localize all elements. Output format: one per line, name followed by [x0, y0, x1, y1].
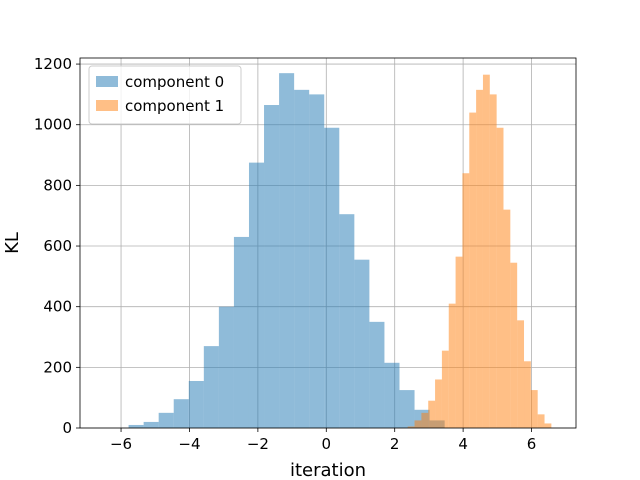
histogram-bar-series-1 [537, 414, 545, 428]
histogram-bar-series-0 [369, 321, 385, 428]
histogram-bar-series-1 [435, 379, 442, 428]
histogram-bars [128, 73, 552, 429]
y-tick-label: 0 [62, 419, 72, 437]
histogram-bar-series-1 [544, 423, 552, 428]
x-axis-ticks: −6 −4 −2 0 2 4 6 [110, 428, 536, 453]
histogram-bar-series-1 [476, 89, 483, 428]
histogram-bar-series-0 [279, 73, 295, 428]
histogram-bar-series-1 [462, 173, 470, 428]
legend-entry-label: component 0 [125, 73, 224, 91]
histogram-bar-series-1 [482, 74, 490, 428]
histogram-bar-series-1 [503, 209, 511, 428]
x-tick-label: 6 [527, 435, 537, 453]
histogram-bar-series-1 [441, 350, 449, 428]
x-tick-label: −2 [247, 435, 269, 453]
histogram-bar-series-0 [188, 380, 204, 428]
histogram-bar-series-0 [248, 162, 265, 428]
histogram-bar-series-0 [294, 89, 310, 428]
y-tick-label: 200 [43, 358, 72, 376]
x-tick-label: 2 [390, 435, 400, 453]
histogram-bar-series-0 [384, 362, 400, 428]
y-tick-label: 600 [43, 237, 72, 255]
histogram-bar-series-0 [264, 105, 280, 429]
x-tick-label: 0 [322, 435, 332, 453]
histogram-bar-series-1 [469, 112, 477, 429]
histogram-bar-series-1 [455, 256, 463, 428]
x-tick-label: 4 [458, 435, 468, 453]
histogram-bar-series-1 [496, 127, 504, 429]
legend-box [88, 65, 242, 125]
histogram-bar-series-1 [414, 420, 422, 428]
histogram-bar-series-0 [233, 236, 249, 428]
histogram-bar-series-0 [399, 390, 415, 428]
histogram-bar-series-1 [510, 262, 518, 428]
y-tick-label: 400 [43, 298, 72, 316]
histogram-bar-series-1 [421, 412, 429, 428]
histogram-bar-series-0 [128, 424, 144, 428]
histogram-bar-series-0 [218, 306, 234, 428]
histogram-bar-series-0 [324, 127, 340, 429]
legend-swatch [96, 100, 118, 111]
plot-frame [79, 57, 577, 429]
y-tick-label: 1000 [34, 116, 72, 134]
y-axis-label: KL [2, 232, 23, 254]
histogram-bar-series-0 [143, 421, 159, 428]
histogram-bar-series-0 [173, 399, 189, 428]
x-tick-label: −4 [178, 435, 200, 453]
legend-swatch [96, 76, 118, 87]
histogram-bar-series-0 [158, 412, 174, 428]
histogram-bar-series-1 [428, 400, 436, 428]
legend-entry-label: component 1 [125, 97, 224, 115]
y-axis-ticks: 0 200 400 600 800 1000 1200 [34, 55, 80, 437]
histogram-bar-series-1 [407, 426, 415, 428]
x-tick-label: −6 [110, 435, 132, 453]
histogram-bar-series-0 [309, 94, 325, 429]
histogram-bar-series-1 [524, 361, 531, 428]
histogram-bar-series-1 [448, 303, 456, 428]
histogram-bar-series-0 [339, 214, 355, 428]
y-tick-label: 800 [43, 176, 72, 194]
legend: component 0 component 1 [88, 65, 242, 125]
histogram-bar-series-1 [517, 320, 525, 428]
histogram-bar-series-1 [489, 94, 497, 429]
x-axis-label: iteration [290, 460, 366, 480]
histogram-bar-series-0 [354, 259, 370, 428]
histogram-bar-series-0 [203, 346, 219, 428]
y-tick-label: 1200 [34, 55, 72, 73]
histogram-bar-series-1 [530, 390, 538, 428]
